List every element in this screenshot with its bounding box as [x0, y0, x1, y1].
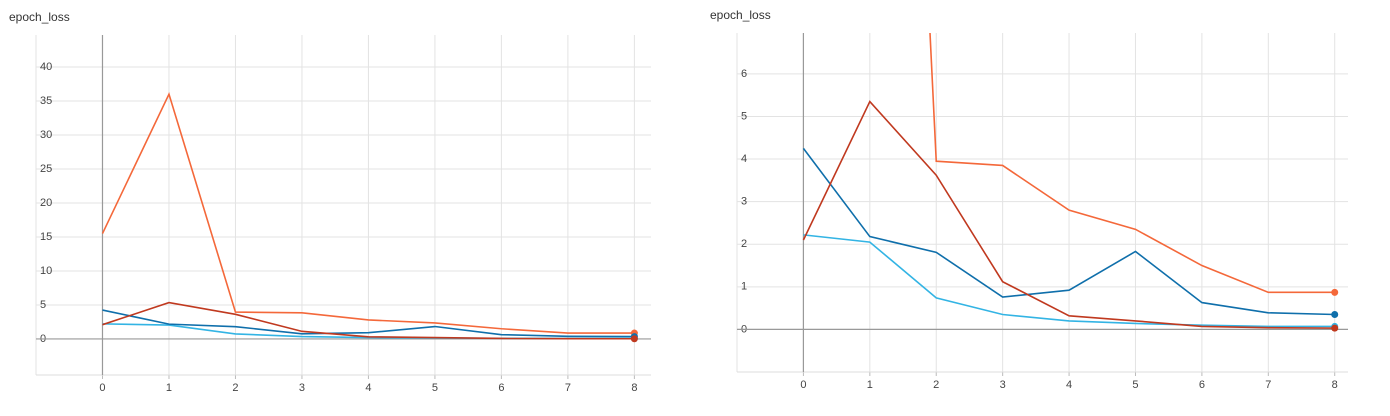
x-tick-label: 8	[631, 382, 637, 394]
y-tick-label: 6	[741, 68, 747, 80]
end-point	[1331, 288, 1339, 296]
x-tick-label: 4	[1066, 379, 1072, 391]
y-tick-label: 1	[741, 281, 747, 293]
end-point	[630, 335, 638, 343]
x-tick-label: 7	[1265, 379, 1271, 391]
x-tick-label: 0	[800, 379, 806, 391]
y-tick-label: 5	[741, 110, 747, 122]
y-tick-label: 20	[40, 197, 52, 209]
x-tick-label: 2	[232, 382, 238, 394]
x-tick-label: 3	[1000, 379, 1006, 391]
y-tick-label: 3	[741, 196, 747, 208]
x-tick-label: 6	[498, 382, 504, 394]
y-tick-label: 25	[40, 163, 52, 175]
y-tick-label: 40	[40, 61, 52, 73]
x-tick-label: 1	[166, 382, 172, 394]
end-point	[1331, 311, 1339, 319]
series-line	[802, 100, 1335, 329]
y-tick-label: 2	[741, 238, 747, 250]
x-tick-label: 3	[299, 382, 305, 394]
x-tick-label: 8	[1332, 379, 1338, 391]
series-line	[102, 301, 635, 340]
chart-title: epoch_loss	[710, 8, 771, 22]
y-tick-label: 15	[40, 231, 52, 243]
end-point	[1331, 324, 1339, 332]
x-tick-label: 2	[933, 379, 939, 391]
y-tick-label: 10	[40, 265, 52, 277]
y-tick-label: 35	[40, 95, 52, 107]
y-tick-label: 5	[40, 299, 46, 311]
x-tick-label: 6	[1199, 379, 1205, 391]
series-line	[802, 147, 1335, 316]
y-tick-label: 30	[40, 129, 52, 141]
x-tick-label: 1	[867, 379, 873, 391]
series-line	[101, 91, 635, 334]
x-tick-label: 4	[365, 382, 371, 394]
x-tick-label: 5	[1132, 379, 1138, 391]
x-tick-label: 7	[565, 382, 571, 394]
x-tick-label: 0	[99, 382, 105, 394]
series-line	[803, 234, 1335, 328]
series-line	[102, 309, 635, 338]
series-line	[929, 33, 1335, 294]
chart-title: epoch_loss	[9, 10, 70, 24]
y-tick-label: 4	[741, 153, 747, 165]
x-tick-label: 5	[432, 382, 438, 394]
